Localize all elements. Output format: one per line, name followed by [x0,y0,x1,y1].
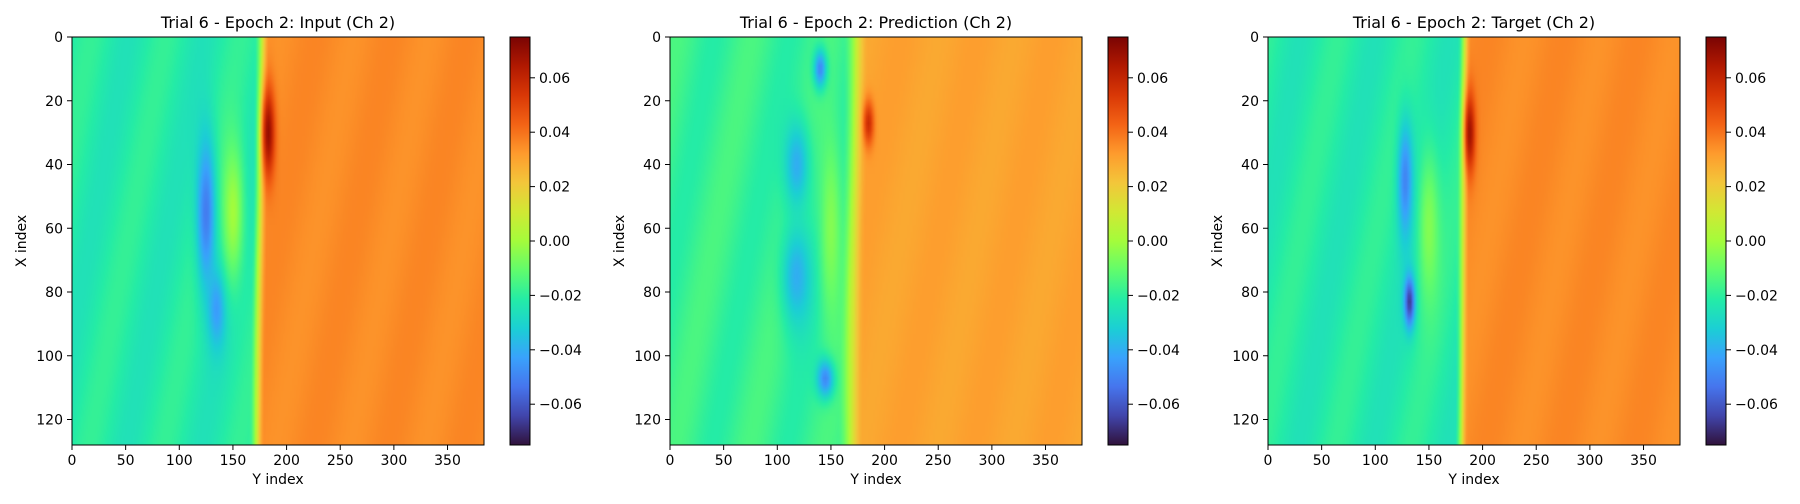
y-axis-label: X index [1210,215,1226,267]
colorbar-tick-label: 0.06 [539,71,570,87]
y-tick-label: 80 [1241,285,1259,301]
x-tick-label: 0 [666,453,675,469]
x-tick-label: 50 [715,453,733,469]
colorbar-tick-label: 0.02 [1137,180,1168,196]
x-tick-label: 50 [117,453,135,469]
plot-frame [1267,36,1681,446]
colorbar-tick-label: −0.02 [1735,288,1778,304]
heatmap-image [72,37,484,445]
y-tick-label: 100 [36,349,63,365]
colorbar-gradient [510,37,530,445]
colorbar-gradient [1108,37,1128,445]
heatmap-image [670,37,1082,445]
x-tick-label: 150 [818,453,845,469]
x-tick-label: 350 [434,453,461,469]
y-tick-label: 40 [45,158,63,174]
colorbar-tick-label: 0.00 [539,234,570,250]
x-tick-label: 200 [871,453,898,469]
chart-panel-1: 0 50 100 150 200 250 300 350 0 20 40 60 80 100 120 Tria… [14,13,582,488]
x-tick-label: 0 [68,453,77,469]
colorbar-tick-label: 0.04 [539,125,570,141]
x-tick-label: 300 [381,453,408,469]
x-tick-label: 100 [166,453,193,469]
colorbar-tick-label: 0.00 [1137,234,1168,250]
chart-title: Trial 6 - Epoch 2: Prediction (Ch 2) [739,13,1012,32]
x-tick-label: 250 [327,453,354,469]
colorbar-tick-label: 0.00 [1735,234,1766,250]
chart-panel-3: 0 50 100 150 200 250 300 350 0 20 40 60 80 100 120 Tria… [1210,13,1778,488]
x-axis-label: Y index [1447,472,1499,488]
x-tick-label: 50 [1313,453,1331,469]
colorbar-tick-label: −0.06 [1137,397,1180,413]
colorbar-tick-label: −0.04 [1137,343,1180,359]
y-tick-label: 100 [634,349,661,365]
heatmap-image [1268,37,1680,445]
chart-title: Trial 6 - Epoch 2: Target (Ch 2) [1352,13,1595,32]
x-tick-label: 0 [1264,453,1273,469]
x-tick-label: 100 [764,453,791,469]
colorbar-tick-label: 0.06 [1735,71,1766,87]
y-tick-label: 80 [45,285,63,301]
x-tick-label: 200 [273,453,300,469]
y-tick-label: 80 [643,285,661,301]
chart-title: Trial 6 - Epoch 2: Input (Ch 2) [160,13,395,32]
y-tick-label: 20 [643,94,661,110]
y-tick-label: 100 [1232,349,1259,365]
colorbar-tick-label: 0.02 [1735,180,1766,196]
colorbar-tick-label: −0.06 [539,397,582,413]
colorbar-tick-label: 0.06 [1137,71,1168,87]
y-tick-label: 0 [1250,30,1259,46]
x-axis-label: Y index [849,472,901,488]
colorbar-tick-label: −0.04 [1735,343,1778,359]
colorbar-tick-label: −0.02 [1137,288,1180,304]
y-tick-label: 0 [652,30,661,46]
plot-frame [71,36,485,446]
x-tick-label: 350 [1032,453,1059,469]
x-tick-label: 150 [220,453,247,469]
colorbar-gradient [1706,37,1726,445]
colorbar-tick-label: −0.02 [539,288,582,304]
y-tick-label: 40 [643,158,661,174]
y-axis-label: X index [612,215,628,267]
y-tick-label: 20 [45,94,63,110]
y-tick-label: 60 [643,221,661,237]
y-tick-label: 60 [1241,221,1259,237]
x-tick-label: 200 [1469,453,1496,469]
colorbar-tick-label: −0.04 [539,343,582,359]
x-axis-label: Y index [251,472,303,488]
y-axis-label: X index [14,215,30,267]
colorbar-tick-label: 0.02 [539,180,570,196]
y-tick-label: 40 [1241,158,1259,174]
plot-frame [669,36,1083,446]
x-tick-label: 250 [925,453,952,469]
colorbar-tick-label: −0.06 [1735,397,1778,413]
x-tick-label: 300 [979,453,1006,469]
y-tick-label: 120 [36,413,63,429]
x-tick-label: 250 [1523,453,1550,469]
y-tick-label: 20 [1241,94,1259,110]
y-tick-label: 0 [54,30,63,46]
x-tick-label: 300 [1577,453,1604,469]
chart-panel-2: 0 50 100 150 200 250 300 350 0 20 40 60 80 100 120 Tria… [612,13,1180,488]
x-tick-label: 100 [1362,453,1389,469]
colorbar-tick-label: 0.04 [1137,125,1168,141]
y-tick-label: 120 [1232,413,1259,429]
colorbar-tick-label: 0.04 [1735,125,1766,141]
x-tick-label: 350 [1630,453,1657,469]
x-tick-label: 150 [1416,453,1443,469]
y-tick-label: 60 [45,221,63,237]
y-tick-label: 120 [634,413,661,429]
